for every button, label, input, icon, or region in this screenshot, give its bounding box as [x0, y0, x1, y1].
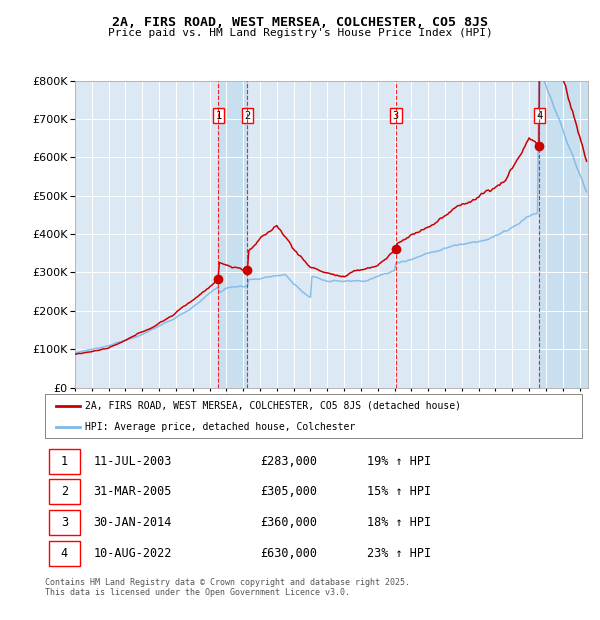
Text: Price paid vs. HM Land Registry's House Price Index (HPI): Price paid vs. HM Land Registry's House … [107, 28, 493, 38]
Text: 15% ↑ HPI: 15% ↑ HPI [367, 485, 431, 498]
Text: 2A, FIRS ROAD, WEST MERSEA, COLCHESTER, CO5 8JS (detached house): 2A, FIRS ROAD, WEST MERSEA, COLCHESTER, … [85, 401, 461, 411]
Text: £630,000: £630,000 [260, 547, 317, 560]
Text: 2A, FIRS ROAD, WEST MERSEA, COLCHESTER, CO5 8JS: 2A, FIRS ROAD, WEST MERSEA, COLCHESTER, … [112, 16, 488, 29]
Text: 2: 2 [61, 485, 68, 498]
Text: Contains HM Land Registry data © Crown copyright and database right 2025.
This d: Contains HM Land Registry data © Crown c… [45, 578, 410, 597]
Text: 18% ↑ HPI: 18% ↑ HPI [367, 516, 431, 529]
Text: 1: 1 [61, 454, 68, 467]
Text: 3: 3 [61, 516, 68, 529]
FancyBboxPatch shape [49, 541, 80, 565]
Bar [539, 81, 588, 388]
Text: 10-AUG-2022: 10-AUG-2022 [94, 547, 172, 560]
FancyBboxPatch shape [49, 479, 80, 504]
FancyBboxPatch shape [49, 510, 80, 534]
FancyBboxPatch shape [49, 449, 80, 474]
Bar [218, 81, 247, 388]
Text: 1: 1 [215, 111, 221, 121]
Text: 4: 4 [536, 111, 542, 121]
Text: £283,000: £283,000 [260, 454, 317, 467]
Text: HPI: Average price, detached house, Colchester: HPI: Average price, detached house, Colc… [85, 422, 356, 432]
Text: 19% ↑ HPI: 19% ↑ HPI [367, 454, 431, 467]
Text: 23% ↑ HPI: 23% ↑ HPI [367, 547, 431, 560]
Text: 2: 2 [244, 111, 251, 121]
Text: 3: 3 [393, 111, 399, 121]
Text: 31-MAR-2005: 31-MAR-2005 [94, 485, 172, 498]
Text: £360,000: £360,000 [260, 516, 317, 529]
Text: 4: 4 [61, 547, 68, 560]
Text: 30-JAN-2014: 30-JAN-2014 [94, 516, 172, 529]
Text: £305,000: £305,000 [260, 485, 317, 498]
Text: 11-JUL-2003: 11-JUL-2003 [94, 454, 172, 467]
